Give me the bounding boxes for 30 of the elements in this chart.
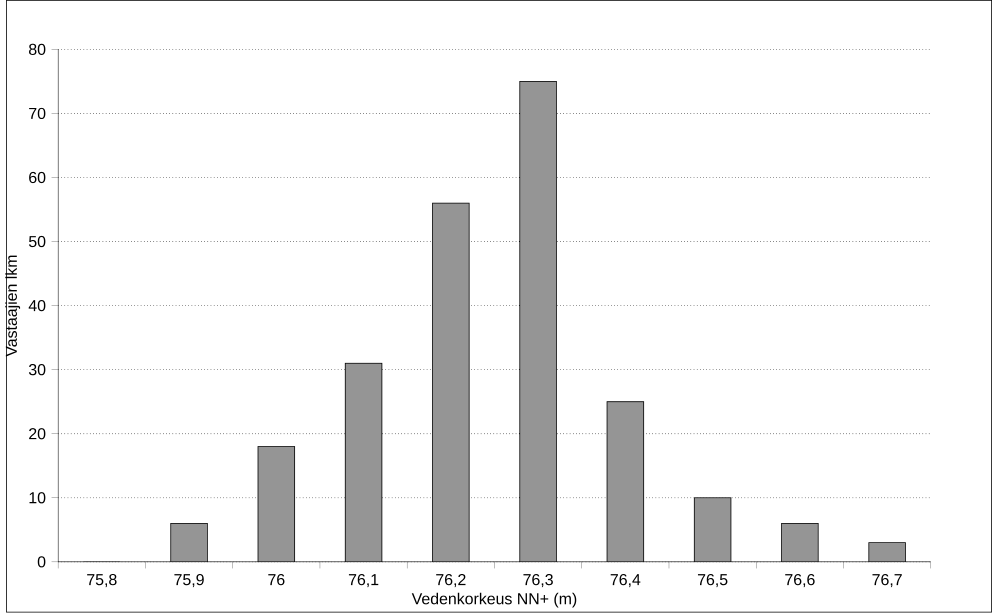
y-tick-label: 20	[29, 428, 46, 440]
bar	[781, 523, 819, 562]
x-axis-title: Vedenkorkeus NN+ (m)	[412, 592, 576, 608]
y-tick-label: 70	[29, 108, 46, 120]
y-tick-label: 40	[28, 300, 46, 312]
x-tick-label: 75,9	[174, 574, 204, 588]
y-tick-label: 60	[29, 172, 46, 184]
x-tick-label: 76	[268, 574, 284, 586]
y-tick-label: 50	[28, 236, 46, 248]
x-tick-label: 76,6	[785, 574, 815, 588]
bar	[606, 401, 644, 562]
bar	[258, 446, 296, 562]
x-tick-label: 76,7	[872, 574, 902, 588]
x-tick-label: 76,5	[698, 574, 728, 588]
y-tick-label: 0	[38, 556, 46, 568]
x-tick-label: 76,1	[348, 574, 378, 588]
bar	[868, 542, 906, 562]
y-tick-label: 30	[28, 364, 46, 376]
y-tick-label: 10	[30, 492, 46, 504]
x-tick-label: 75,8	[87, 574, 117, 588]
y-axis-title: Vastaajien lkm	[5, 256, 20, 357]
x-tick-label: 76,2	[436, 574, 466, 588]
bar	[432, 202, 470, 562]
x-tick-label: 76,4	[610, 574, 640, 588]
bar	[170, 523, 208, 562]
y-tick-label: 80	[29, 44, 46, 56]
x-tick-label: 76,3	[523, 574, 553, 588]
bar	[519, 81, 557, 562]
bar	[694, 497, 732, 562]
bar	[344, 362, 382, 562]
